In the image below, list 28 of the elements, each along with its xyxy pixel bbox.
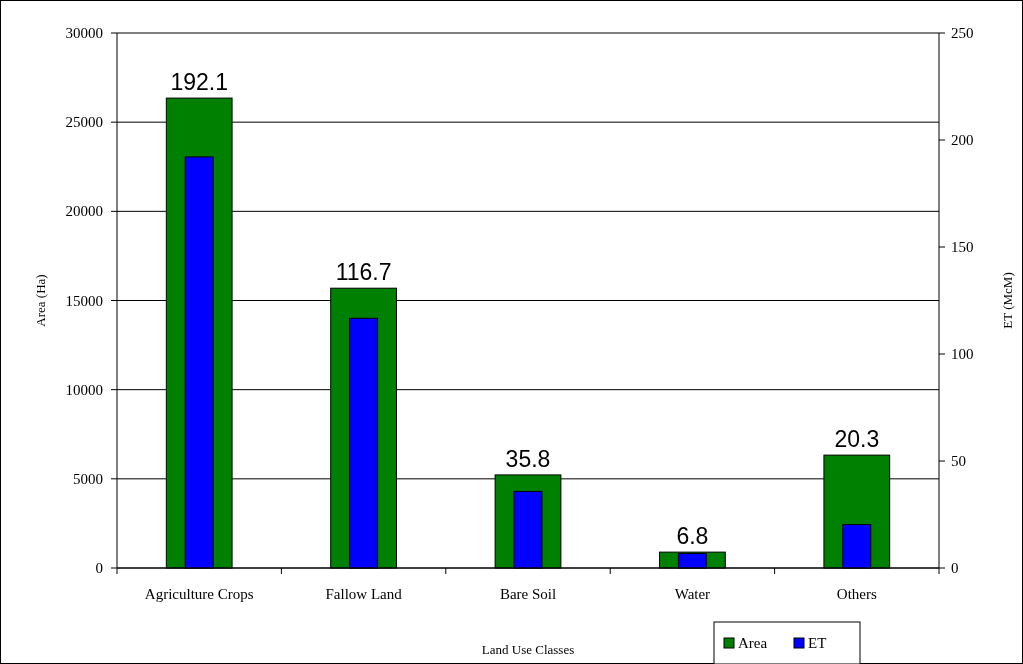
y-tick-label: 15000 — [65, 292, 103, 309]
x-tick-label: Fallow Land — [325, 586, 403, 602]
y-tick-label: 20000 — [65, 203, 103, 220]
y2-tick-label: 100 — [951, 346, 974, 362]
y-tick-label: 10000 — [65, 381, 103, 398]
y2-tick-label: 250 — [951, 25, 974, 41]
x-axis-title: Land Use Classes — [481, 642, 575, 657]
y-tick-label: 30000 — [65, 25, 103, 41]
y-tick-label: 0 — [95, 560, 103, 576]
data-label: 20.3 — [834, 426, 880, 453]
data-label: 6.8 — [676, 523, 709, 550]
y-tick-label: 5000 — [73, 470, 103, 487]
x-tick-label: Bare Soil — [499, 586, 557, 602]
y2-tick-label: 50 — [951, 453, 966, 469]
data-label: 35.8 — [505, 445, 551, 472]
x-tick-label: Others — [836, 586, 877, 602]
legend-label: ET — [808, 635, 827, 651]
y2-axis-title: ET (McM) — [1000, 272, 1015, 329]
y-axis-title: Area (Ha) — [33, 274, 48, 327]
data-label: 116.7 — [335, 259, 392, 286]
y2-tick-label: 0 — [951, 560, 959, 576]
y2-tick-label: 200 — [951, 132, 974, 148]
legend-label: Area — [738, 635, 768, 651]
y-tick-label: 25000 — [65, 114, 103, 131]
x-tick-label: Water — [674, 586, 711, 602]
data-label: 192.1 — [170, 69, 228, 96]
x-tick-label: Agriculture Crops — [144, 586, 254, 602]
y2-tick-label: 150 — [951, 239, 974, 255]
